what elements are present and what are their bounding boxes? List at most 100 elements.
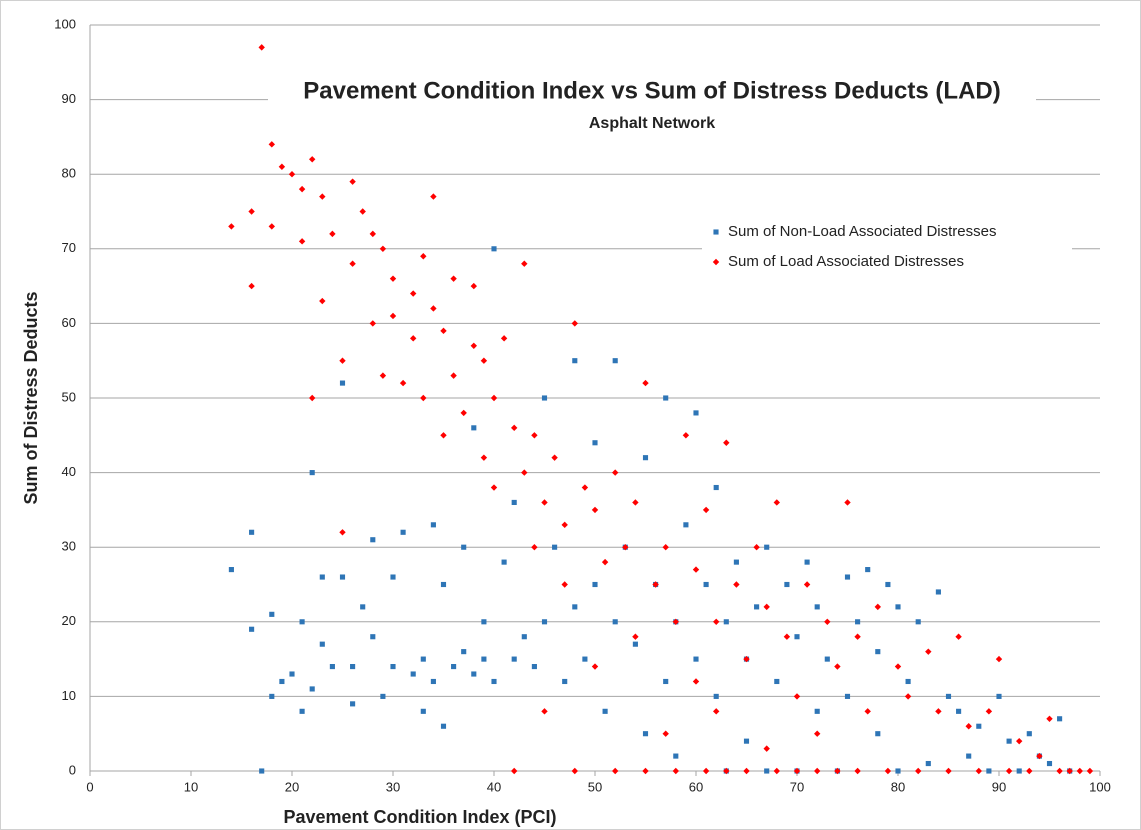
point bbox=[339, 529, 346, 536]
point bbox=[1026, 767, 1033, 775]
point bbox=[885, 581, 891, 588]
point bbox=[480, 357, 488, 364]
point bbox=[248, 208, 255, 215]
point bbox=[339, 380, 346, 386]
x-tick-label: 30 bbox=[386, 779, 400, 794]
x-tick-label: 90 bbox=[992, 779, 1006, 794]
point bbox=[490, 394, 498, 402]
y-axis-label: Sum of Distress Deducts bbox=[21, 291, 41, 504]
point bbox=[420, 656, 426, 662]
point bbox=[369, 230, 376, 238]
point bbox=[269, 611, 275, 617]
point bbox=[794, 634, 800, 640]
x-tick-label: 0 bbox=[86, 779, 93, 794]
point bbox=[269, 693, 275, 699]
point bbox=[268, 141, 275, 148]
point bbox=[723, 619, 729, 625]
y-tick-label: 70 bbox=[62, 240, 76, 255]
point bbox=[612, 469, 619, 476]
point bbox=[1005, 767, 1013, 775]
y-tick-label: 40 bbox=[62, 464, 76, 479]
point bbox=[874, 603, 881, 611]
point bbox=[773, 499, 780, 506]
point bbox=[632, 641, 638, 647]
point bbox=[1006, 738, 1012, 744]
point bbox=[955, 633, 962, 640]
point bbox=[803, 581, 811, 588]
point bbox=[380, 693, 386, 699]
point bbox=[420, 708, 426, 714]
point bbox=[552, 544, 558, 550]
point bbox=[440, 327, 447, 335]
point bbox=[571, 320, 578, 327]
point bbox=[470, 342, 477, 349]
point bbox=[450, 275, 457, 282]
point bbox=[491, 246, 497, 252]
point bbox=[733, 559, 739, 565]
point bbox=[581, 484, 589, 491]
point bbox=[764, 544, 770, 550]
point bbox=[329, 664, 335, 670]
x-tick-label: 60 bbox=[689, 779, 703, 794]
point bbox=[672, 618, 679, 625]
point bbox=[855, 619, 861, 625]
point bbox=[329, 230, 336, 238]
point bbox=[420, 253, 427, 260]
point bbox=[1046, 715, 1053, 722]
legend: Sum of Non-Load Associated Distresses Sum… bbox=[702, 214, 1072, 276]
y-tick-label: 60 bbox=[62, 315, 76, 330]
point bbox=[632, 499, 639, 506]
legend-label: Sum of Non-Load Associated Distresses bbox=[728, 223, 996, 240]
y-tick-label: 10 bbox=[62, 688, 76, 703]
point bbox=[632, 633, 639, 640]
point bbox=[915, 767, 922, 775]
point bbox=[733, 581, 740, 588]
point bbox=[793, 767, 801, 775]
point bbox=[713, 693, 719, 699]
point bbox=[379, 245, 387, 252]
point bbox=[622, 544, 629, 551]
y-tick-label: 30 bbox=[62, 539, 76, 554]
point bbox=[743, 655, 750, 663]
point bbox=[228, 567, 234, 573]
point bbox=[935, 708, 942, 715]
point bbox=[288, 171, 296, 178]
point bbox=[814, 604, 820, 610]
point bbox=[1057, 716, 1063, 722]
point bbox=[976, 723, 982, 729]
point bbox=[642, 767, 649, 775]
point bbox=[511, 767, 518, 775]
point bbox=[360, 604, 366, 610]
point bbox=[350, 664, 356, 670]
point bbox=[299, 619, 305, 625]
point bbox=[541, 708, 548, 715]
point bbox=[763, 745, 770, 752]
point bbox=[379, 372, 387, 379]
point bbox=[764, 768, 770, 774]
point bbox=[673, 753, 679, 759]
x-tick-label: 40 bbox=[487, 779, 501, 794]
point bbox=[370, 537, 376, 543]
point bbox=[298, 238, 306, 245]
point bbox=[693, 656, 699, 662]
point bbox=[259, 768, 265, 774]
point bbox=[268, 223, 275, 230]
point bbox=[783, 633, 791, 640]
point bbox=[500, 335, 508, 342]
point bbox=[834, 767, 841, 775]
y-tick-label: 80 bbox=[62, 166, 76, 181]
point bbox=[894, 663, 902, 670]
point bbox=[925, 760, 931, 767]
point bbox=[713, 618, 720, 625]
point bbox=[278, 163, 286, 170]
point bbox=[572, 358, 578, 364]
point bbox=[592, 581, 598, 588]
point bbox=[642, 379, 649, 387]
point bbox=[461, 649, 467, 655]
point bbox=[389, 275, 397, 282]
point bbox=[369, 320, 376, 327]
point bbox=[319, 641, 325, 647]
point bbox=[834, 663, 841, 670]
point bbox=[945, 693, 952, 699]
